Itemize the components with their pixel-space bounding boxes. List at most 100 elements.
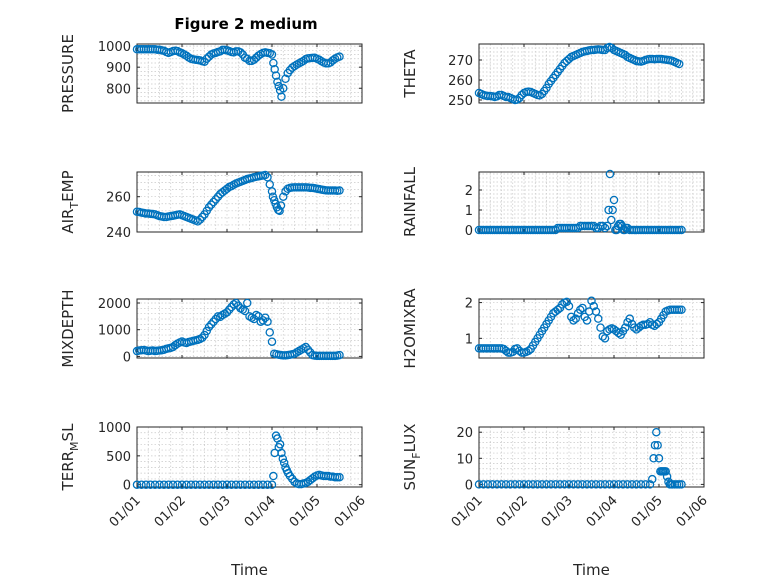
data-point — [191, 480, 200, 489]
data-point — [222, 308, 232, 317]
data-point — [474, 480, 484, 489]
data-point — [274, 205, 283, 215]
data-point — [209, 197, 218, 207]
grid-lines — [136, 44, 363, 103]
data-point — [542, 480, 551, 489]
y-tick-label: 2 — [465, 297, 473, 312]
data-point — [164, 480, 173, 489]
y-tick-label: 1 — [465, 332, 473, 347]
data-point — [231, 298, 241, 308]
data-point — [249, 480, 259, 489]
data-point — [168, 480, 178, 489]
data-point — [195, 480, 205, 489]
data-point — [273, 77, 282, 87]
data-point — [265, 328, 274, 337]
data-point — [218, 480, 227, 489]
data-point — [227, 480, 236, 489]
data-series — [474, 42, 684, 105]
data-point — [236, 480, 245, 489]
data-point — [636, 480, 646, 489]
data-point — [492, 480, 502, 489]
data-point — [258, 316, 268, 325]
data-point — [204, 322, 214, 332]
data-point — [267, 337, 277, 346]
data-point — [278, 192, 288, 201]
y-axis-label: PRESSURE — [59, 34, 77, 113]
data-point — [677, 305, 686, 314]
data-point — [213, 192, 223, 201]
data-point — [600, 223, 610, 233]
data-point — [510, 480, 520, 489]
y-tick-label: 20 — [456, 426, 473, 441]
data-point — [269, 58, 278, 68]
y-tick-label: 1000 — [98, 421, 131, 436]
axes-frame — [136, 298, 363, 359]
subplot-theta: 250 260 270 THETA — [401, 42, 705, 109]
data-point — [564, 480, 574, 489]
data-point — [155, 480, 164, 489]
data-point — [632, 480, 641, 489]
y-axis-label: AIRTEMP — [59, 170, 81, 233]
data-point — [222, 184, 232, 194]
y-axis-label: MIXDEPTH — [59, 289, 77, 367]
axes-frame — [136, 171, 363, 233]
data-point — [278, 84, 288, 93]
data-point — [605, 169, 615, 179]
data-point — [206, 200, 216, 209]
data-point — [650, 441, 660, 450]
subplot-air-temp: 240 260 AIRTEMP — [59, 170, 363, 241]
data-point — [281, 74, 290, 84]
data-point — [200, 480, 209, 489]
data-point — [488, 480, 497, 489]
y-tick-label: 500 — [106, 450, 131, 465]
y-axis-label: TERRMSL — [59, 423, 81, 492]
data-point — [627, 480, 637, 489]
data-point — [578, 303, 587, 313]
data-point — [240, 480, 250, 489]
data-point — [513, 95, 522, 104]
axes-frame — [136, 43, 363, 104]
data-point — [277, 92, 286, 101]
data-point — [182, 480, 191, 489]
data-point — [170, 340, 180, 350]
y-tick-label: 270 — [448, 54, 473, 69]
data-point — [569, 316, 578, 325]
data-point — [267, 187, 277, 196]
data-point — [591, 480, 601, 489]
data-point — [254, 51, 263, 60]
data-point — [609, 480, 619, 489]
data-point — [625, 314, 635, 323]
data-point — [278, 454, 288, 463]
data-point — [335, 186, 344, 195]
data-point — [479, 480, 488, 489]
y-tick-label: 260 — [448, 74, 473, 89]
y-tick-label: 10 — [456, 452, 473, 467]
data-point — [236, 48, 245, 57]
y-tick-label: 0 — [123, 479, 131, 494]
data-point — [607, 215, 616, 225]
x-axis-label: Time — [230, 561, 268, 579]
data-point — [209, 480, 218, 489]
data-point — [546, 480, 556, 489]
y-tick-label: 0 — [465, 478, 473, 493]
data-point — [654, 454, 664, 463]
axes-frame — [136, 426, 363, 488]
subplot-h2omixra: 1 2 H2OMIXRA — [401, 288, 705, 369]
data-point — [587, 480, 596, 489]
data-point — [623, 480, 632, 489]
y-axis-label: SUNFLUX — [401, 424, 423, 491]
data-point — [276, 201, 286, 210]
data-point — [213, 480, 223, 489]
data-point — [515, 480, 524, 489]
x-axis-label: Time — [572, 561, 610, 579]
subplot-mixdepth: 0 1000 2000 MIXDEPTH — [59, 289, 363, 368]
data-point — [582, 316, 592, 325]
figure-title: Figure 2 medium — [174, 15, 317, 33]
data-point — [193, 217, 202, 226]
data-point — [150, 480, 160, 489]
data-point — [621, 323, 630, 332]
data-point — [501, 480, 511, 489]
data-point — [260, 170, 270, 180]
data-point — [206, 320, 216, 329]
